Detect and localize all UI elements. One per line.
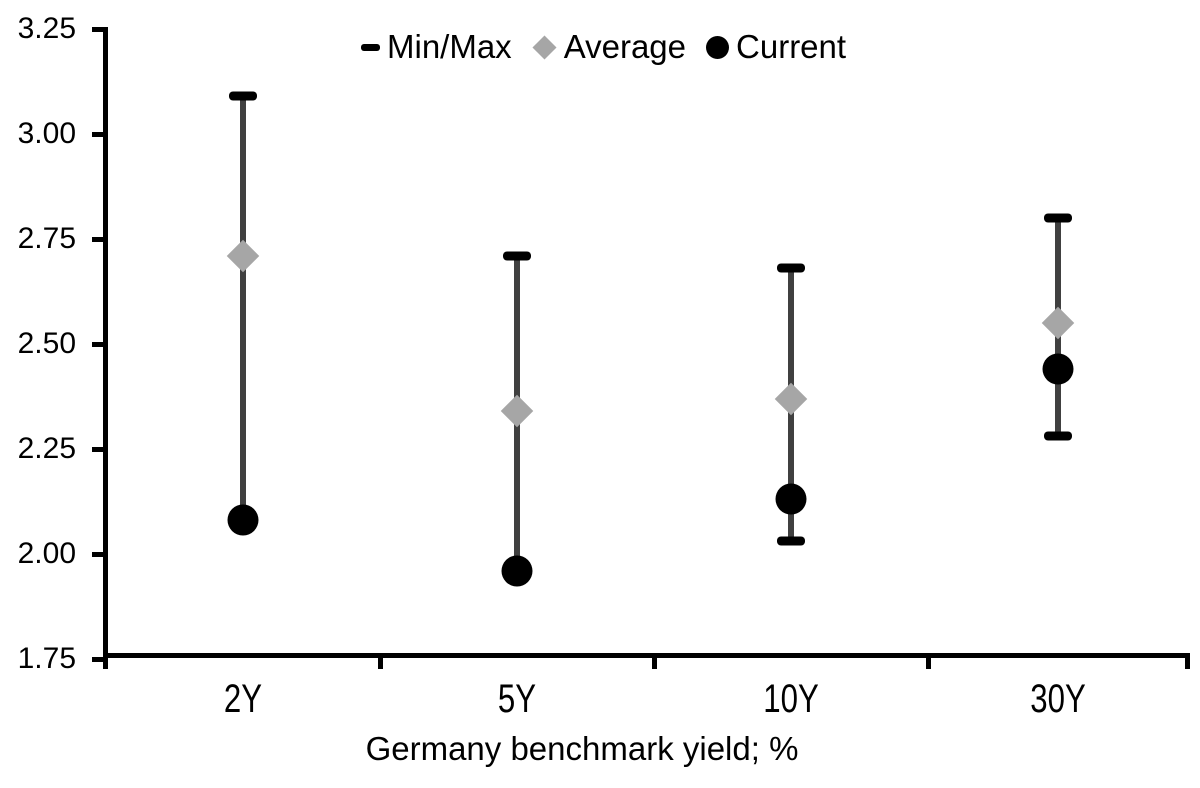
y-tick-label: 2.00 — [17, 537, 76, 570]
y-tick-label: 1.75 — [17, 642, 76, 675]
legend-label: Current — [736, 28, 847, 65]
max-cap-marker — [503, 251, 531, 261]
y-tick-label: 2.75 — [17, 222, 76, 255]
x-tick-label: 2Y — [223, 677, 262, 721]
diamond-legend-icon — [532, 34, 557, 60]
y-axis-tick — [92, 551, 104, 557]
x-axis-tick — [651, 653, 657, 669]
min-cap-marker — [1043, 431, 1072, 441]
max-cap-marker — [1043, 213, 1072, 223]
max-cap-marker — [777, 263, 805, 273]
legend-item-min-max: Min/Max — [361, 28, 512, 66]
legend: Min/Max Average Current — [361, 26, 846, 68]
x-tick-label: 10Y — [763, 677, 819, 721]
legend-item-current: Current — [706, 28, 846, 66]
current-marker — [227, 504, 259, 536]
y-axis-tick — [92, 341, 104, 347]
y-tick-label: 3.00 — [17, 117, 76, 150]
legend-item-average: Average — [532, 28, 686, 66]
y-tick-label: 2.50 — [17, 327, 76, 360]
current-marker — [1042, 353, 1073, 385]
x-axis-tick — [925, 653, 931, 669]
x-tick-label: 30Y — [1029, 677, 1086, 721]
average-marker — [1041, 306, 1074, 340]
x-axis-title: Germany benchmark yield; % — [365, 730, 799, 767]
x-axis-tick — [377, 653, 383, 669]
current-marker — [775, 483, 807, 515]
y-tick-label: 2.25 — [17, 432, 76, 465]
x-tick-label: 5Y — [497, 677, 537, 721]
circle-legend-icon — [706, 35, 730, 59]
min-cap-marker — [777, 536, 805, 546]
average-marker — [500, 394, 534, 428]
average-marker — [226, 239, 260, 273]
y-tick-label: 3.25 — [17, 12, 76, 45]
y-axis-tick — [92, 656, 104, 662]
y-axis-tick — [92, 26, 104, 32]
dash-legend-icon — [361, 43, 380, 51]
legend-label: Min/Max — [387, 28, 512, 65]
x-axis-tick — [103, 653, 108, 669]
y-axis-tick — [92, 446, 104, 452]
y-axis-line — [103, 27, 108, 659]
max-cap-marker — [228, 91, 257, 101]
range-whisker — [239, 96, 246, 521]
y-axis-tick — [92, 236, 104, 242]
legend-label: Average — [563, 28, 687, 65]
average-marker — [774, 382, 808, 415]
x-axis-line — [103, 653, 1189, 658]
x-axis-tick — [1184, 653, 1190, 669]
y-axis-tick — [92, 131, 104, 137]
current-marker — [501, 555, 533, 587]
